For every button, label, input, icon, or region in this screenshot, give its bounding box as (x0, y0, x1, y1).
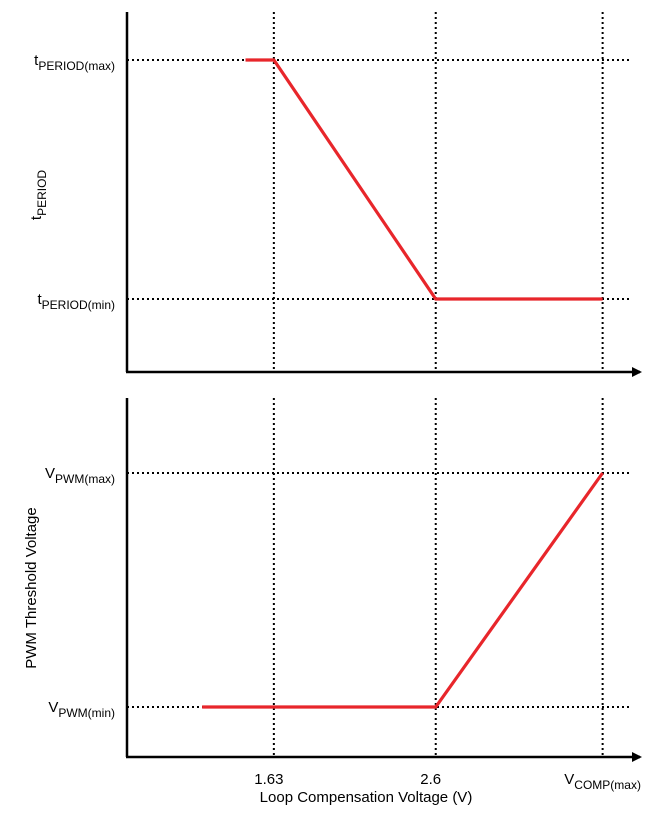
x-tick-main-2: 2.6 (420, 771, 441, 788)
top-y-tick-sub-2: PERIOD(min) (42, 298, 115, 312)
x-tick-sub-3: COMP(max) (574, 778, 641, 792)
top-y-title-sub: PERIOD (35, 170, 49, 216)
x-tick-label-3: VCOMP(max) (564, 771, 641, 792)
top-panel-period-chart: tPERIOD(max)tPERIOD(min) tPERIOD (28, 12, 642, 377)
bottom-panel-pwm-chart: VPWM(max)VPWM(min) 1.63 2.6 VCOMP(max) PWM… (23, 398, 642, 806)
x-tick-main-1: 1.63 (254, 771, 283, 788)
x-axis-title: Loop Compensation Voltage (V) (260, 789, 473, 806)
bottom-y-tick-sub-1: PWM(max) (55, 472, 115, 486)
bottom-y-tick-label-2: VPWM(min) (48, 699, 115, 720)
bottom-panel-y-axis-title: PWM Threshold Voltage (23, 507, 40, 668)
top-panel-y-tick-labels: tPERIOD(max)tPERIOD(min) (34, 52, 115, 312)
top-panel-y-axis-title: tPERIOD (28, 170, 49, 221)
x-tick-main-3: V (564, 771, 574, 788)
x-tick-label-1: 1.63 (254, 771, 283, 788)
bottom-y-tick-main-2: V (48, 699, 58, 716)
bottom-y-tick-label-1: VPWM(max) (45, 465, 115, 486)
top-y-tick-sub-1: PERIOD(max) (38, 59, 115, 73)
x-tick-label-2: 2.6 (420, 771, 441, 788)
top-series-line-1 (245, 58, 603, 301)
top-y-tick-main-2: t (37, 291, 42, 308)
bottom-panel-series (202, 472, 604, 709)
top-panel-grid (127, 12, 632, 372)
bottom-panel-y-tick-labels: VPWM(max)VPWM(min) (45, 465, 115, 720)
top-y-title-main: t (28, 215, 45, 220)
bottom-panel-x-tick-labels: 1.63 2.6 VCOMP(max) (254, 771, 641, 792)
bottom-y-tick-main-1: V (45, 465, 55, 482)
top-y-tick-label-1: tPERIOD(max) (34, 52, 115, 73)
top-y-tick-main-1: t (34, 52, 39, 69)
top-panel-series (245, 58, 603, 301)
bottom-series-line-1 (202, 472, 604, 709)
bottom-y-tick-sub-2: PWM(min) (58, 706, 115, 720)
top-y-tick-label-2: tPERIOD(min) (37, 291, 115, 312)
bottom-panel-grid (127, 398, 632, 757)
